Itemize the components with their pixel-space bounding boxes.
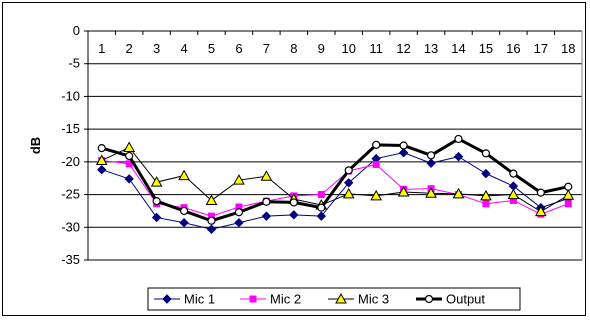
data-point-output	[564, 182, 573, 191]
data-point-mic-1	[261, 211, 272, 221]
data-point-output	[234, 208, 244, 217]
data-point-mic-3	[370, 189, 383, 201]
legend-marker-output	[424, 294, 434, 304]
legend-label-output: Output	[446, 292, 485, 307]
x-tick-label: 10	[341, 41, 355, 56]
data-point-mic-3	[342, 187, 355, 199]
data-point-mic-1	[398, 147, 409, 158]
data-point-output	[262, 197, 271, 206]
x-tick-label: 1	[98, 41, 105, 56]
x-tick-label: 3	[153, 41, 160, 56]
y-tick-label: -20	[61, 154, 80, 169]
data-point-mic-1	[481, 168, 491, 179]
x-tick-label: 14	[451, 41, 465, 56]
data-point-mic-3	[95, 154, 108, 166]
chart-frame	[2, 2, 586, 316]
data-point-mic-3	[397, 185, 410, 197]
data-point-mic-2	[564, 200, 572, 208]
series-line-mic-3	[101, 146, 569, 213]
x-tick-label: 18	[561, 41, 575, 56]
data-point-mic-1	[234, 217, 244, 228]
data-point-mic-3	[260, 170, 273, 181]
data-point-output	[344, 166, 353, 175]
data-point-mic-1	[289, 210, 299, 220]
data-point-mic-2	[125, 160, 133, 168]
data-point-mic-1	[426, 158, 436, 168]
data-point-output	[399, 141, 408, 150]
data-point-mic-3	[233, 174, 245, 185]
y-tick-label: -5	[68, 56, 80, 71]
data-point-output	[97, 144, 106, 153]
data-point-mic-1	[453, 151, 464, 162]
y-axis-title: dB	[28, 137, 43, 154]
data-point-mic-3	[534, 205, 547, 217]
x-tick-label: 7	[263, 41, 270, 56]
data-point-output	[207, 216, 216, 225]
data-point-output	[152, 197, 161, 206]
data-point-mic-1	[206, 224, 217, 234]
data-point-mic-3	[123, 141, 136, 152]
x-tick-label: 17	[534, 41, 548, 56]
legend-label-mic-2: Mic 2	[270, 292, 301, 307]
data-point-mic-2	[482, 200, 490, 208]
data-point-output	[289, 198, 298, 207]
data-point-mic-1	[97, 165, 107, 175]
data-point-mic-1	[179, 217, 189, 228]
x-tick-label: 4	[180, 41, 187, 56]
y-tick-label: -35	[61, 252, 80, 267]
data-point-mic-2	[509, 196, 517, 204]
data-point-output	[179, 206, 189, 216]
x-tick-label: 9	[318, 41, 325, 56]
data-point-mic-1	[151, 212, 162, 223]
data-point-mic-2	[372, 160, 380, 168]
x-tick-label: 6	[235, 41, 242, 56]
data-point-mic-2	[235, 203, 243, 211]
data-point-output	[372, 140, 381, 149]
x-tick-label: 11	[369, 41, 383, 56]
x-tick-label: 15	[479, 41, 493, 56]
legend-label-mic-3: Mic 3	[358, 292, 389, 307]
data-point-mic-3	[562, 189, 575, 200]
x-tick-label: 2	[126, 41, 133, 56]
x-tick-label: 13	[424, 41, 438, 56]
data-point-output	[536, 188, 545, 197]
legend-marker-mic-2	[249, 295, 257, 303]
y-tick-label: -25	[61, 187, 80, 202]
data-point-mic-3	[205, 194, 218, 205]
x-tick-label: 12	[396, 41, 410, 56]
data-point-mic-3	[425, 187, 437, 198]
y-tick-label: -10	[61, 88, 80, 103]
y-tick-label: -15	[61, 121, 80, 136]
data-point-mic-1	[124, 174, 134, 184]
data-point-mic-1	[316, 211, 326, 221]
y-tick-label: 0	[73, 23, 80, 38]
data-point-mic-1	[344, 178, 354, 188]
legend-label-mic-1: Mic 1	[184, 292, 215, 307]
data-point-mic-3	[452, 187, 465, 199]
x-tick-label: 8	[290, 41, 297, 56]
x-tick-label: 5	[208, 41, 215, 56]
data-point-mic-2	[317, 191, 325, 199]
data-point-mic-2	[208, 212, 215, 220]
data-point-output	[454, 134, 463, 144]
x-tick-label: 16	[506, 41, 520, 56]
data-point-output	[125, 151, 134, 161]
legend-marker-mic-3	[335, 292, 347, 304]
data-point-mic-3	[150, 176, 163, 187]
series-line-output	[101, 137, 569, 223]
data-point-output	[509, 169, 518, 178]
data-point-output	[426, 151, 436, 160]
data-point-mic-3	[178, 169, 190, 181]
data-point-output	[481, 149, 491, 158]
data-point-mic-3	[480, 189, 492, 201]
series-line-mic-2	[101, 160, 569, 217]
data-point-mic-3	[507, 188, 520, 200]
legend-marker-mic-1	[162, 294, 172, 304]
data-point-output	[317, 203, 326, 212]
y-tick-label: -30	[61, 219, 80, 234]
